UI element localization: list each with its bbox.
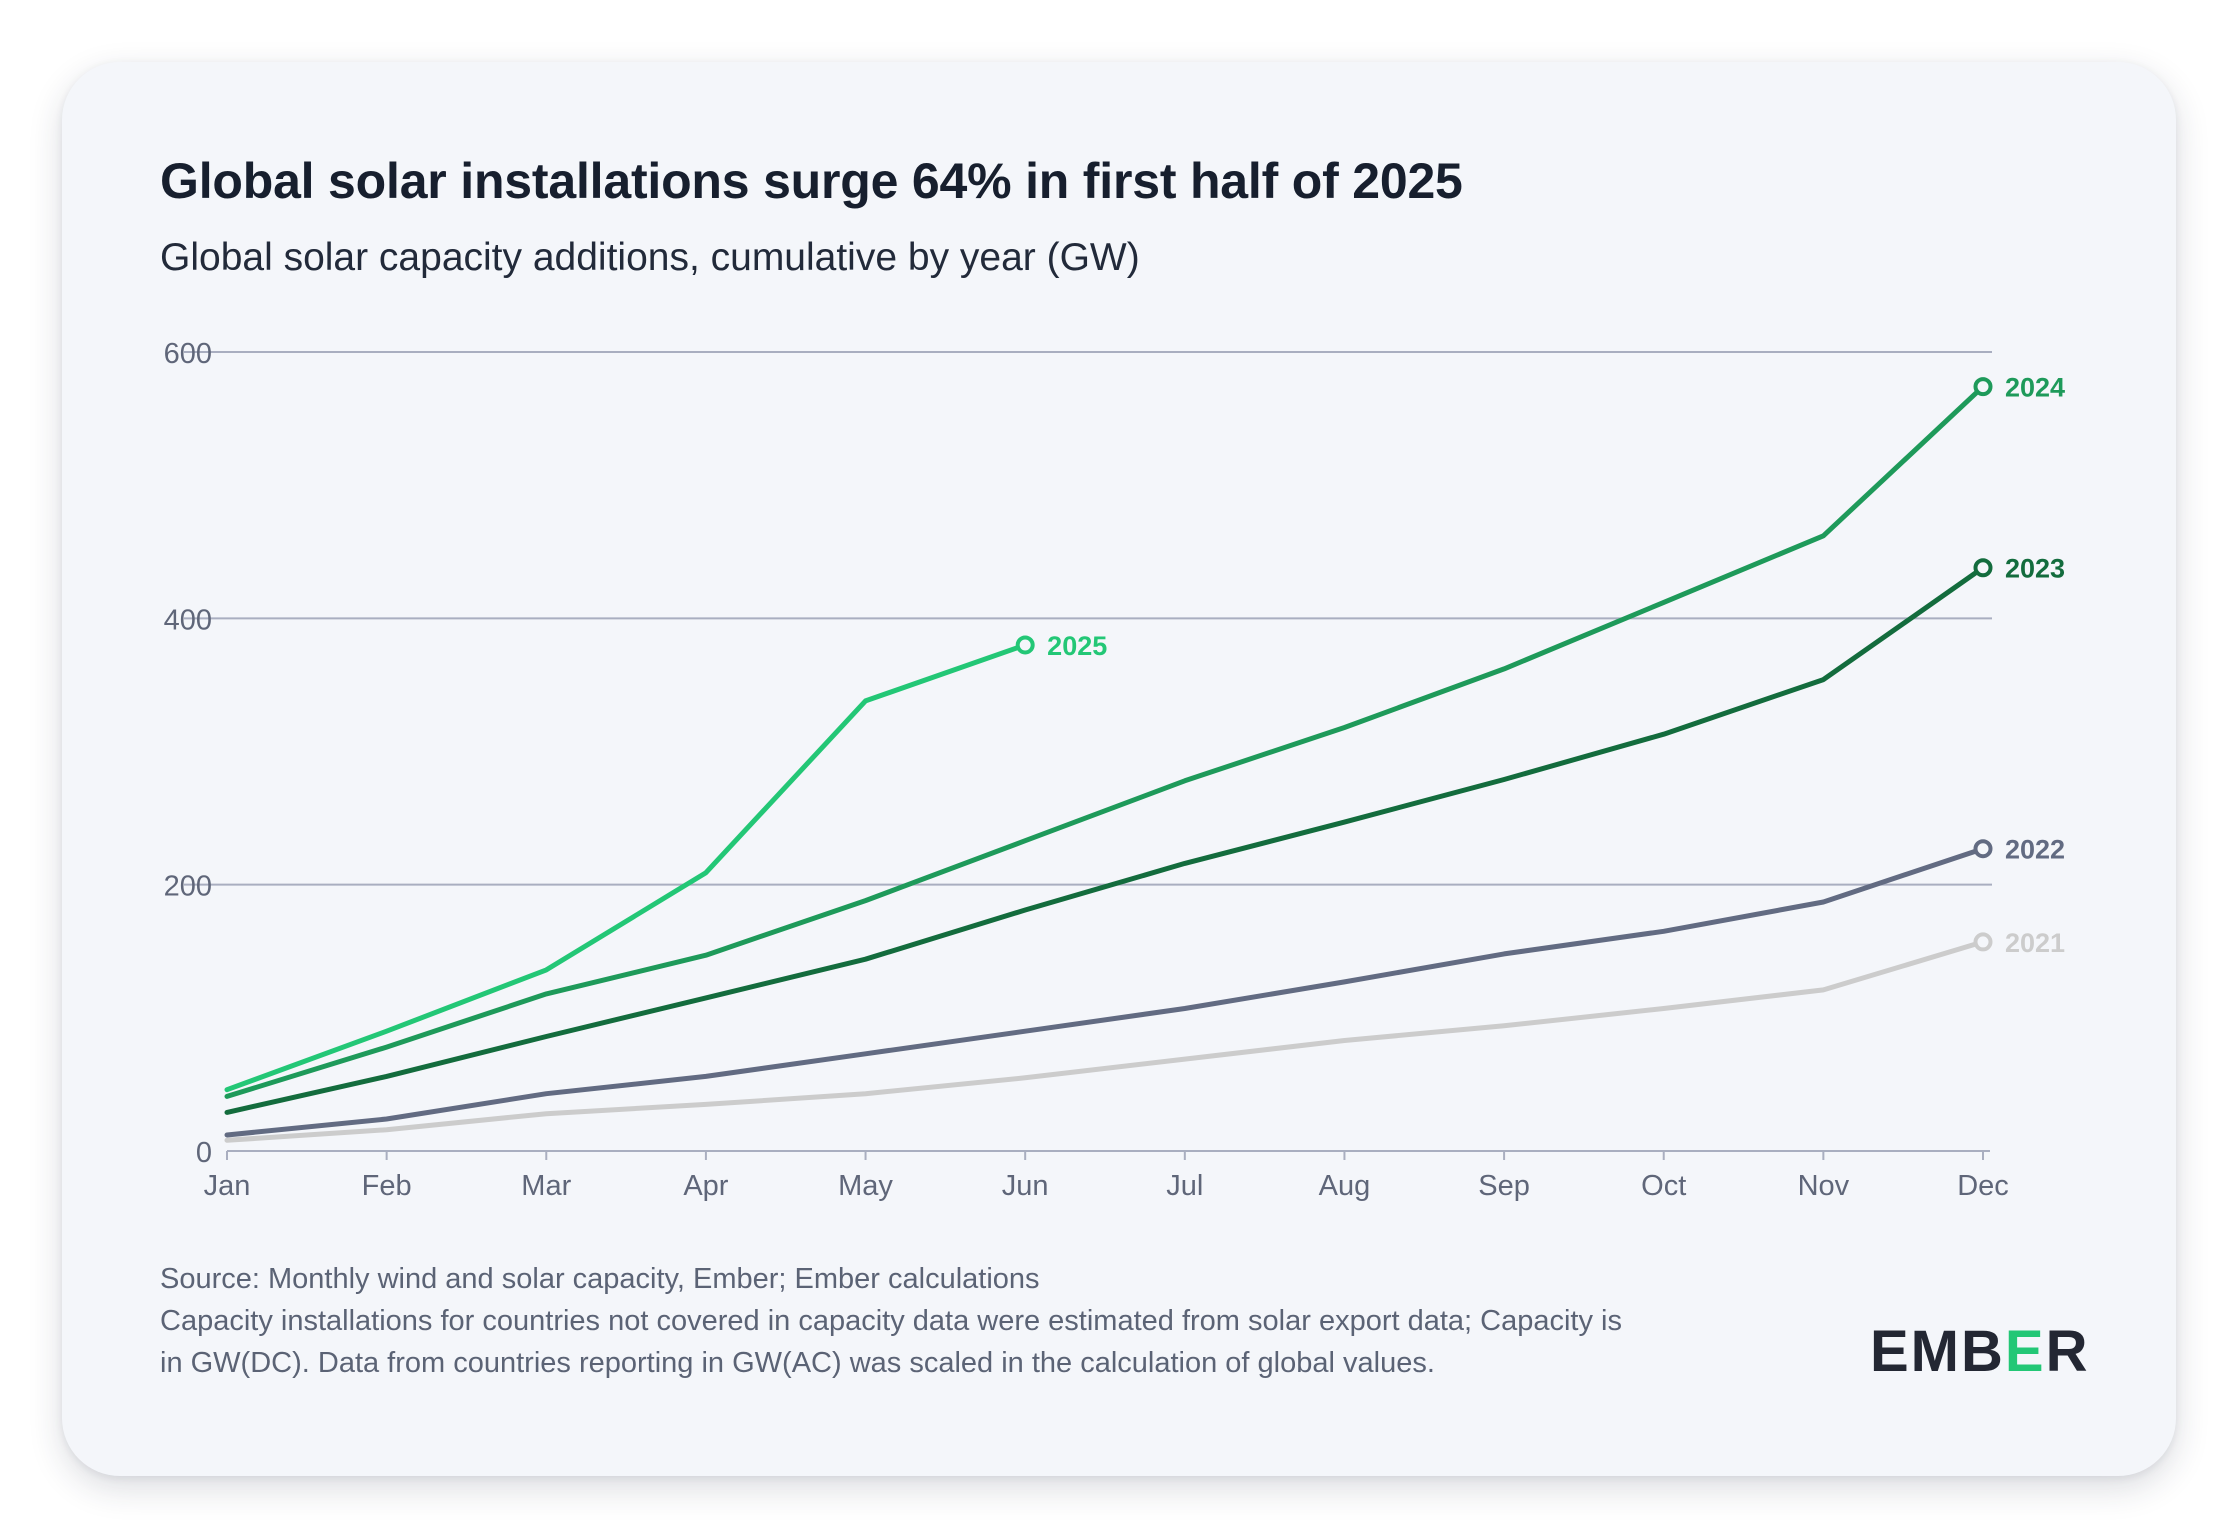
data-point-2023 xyxy=(1822,678,1824,681)
data-point-2024 xyxy=(386,1046,388,1048)
data-point-2024 xyxy=(1343,726,1346,729)
x-tick-label: Mar xyxy=(521,1170,571,1202)
data-point-2023 xyxy=(1663,733,1665,735)
x-tick-label: Nov xyxy=(1798,1170,1850,1202)
chart-card xyxy=(62,62,2176,1476)
y-tick-label: 0 xyxy=(196,1137,212,1169)
end-marker-2023 xyxy=(1973,558,1993,578)
y-tick-label: 400 xyxy=(164,604,212,636)
end-marker-2022 xyxy=(1973,839,1993,859)
data-point-2024 xyxy=(1663,601,1665,603)
data-point-2023 xyxy=(864,958,867,960)
data-point-2024 xyxy=(705,954,707,956)
data-point-2021 xyxy=(1343,1039,1346,1042)
data-point-2025 xyxy=(705,872,707,874)
series-label-2025: 2025 xyxy=(1047,631,1107,661)
data-point-2022 xyxy=(705,1075,707,1078)
series-line-2022 xyxy=(224,846,1986,1138)
x-tick-label: May xyxy=(838,1170,893,1202)
data-point-2023 xyxy=(386,1075,388,1078)
method-note-line-2: in GW(DC). Data from countries reporting… xyxy=(160,1347,1435,1379)
data-point-2023 xyxy=(1503,778,1505,781)
x-tick-label: Sep xyxy=(1478,1170,1530,1202)
data-point-2021 xyxy=(545,1113,547,1115)
series-line-2021 xyxy=(224,939,1986,1143)
series-label-2022: 2022 xyxy=(2005,835,2065,865)
x-tick-label: Jun xyxy=(1002,1170,1049,1202)
data-point-2022 xyxy=(1663,930,1665,932)
x-tick-label: Jan xyxy=(204,1170,251,1202)
data-point-2021 xyxy=(705,1103,707,1105)
data-point-2025 xyxy=(545,969,547,971)
data-point-2021 xyxy=(1663,1007,1665,1010)
data-point-2023 xyxy=(545,1035,547,1038)
chart-notes: Source: Monthly wind and solar capacity,… xyxy=(160,1258,1622,1384)
x-tick-label: Feb xyxy=(362,1170,412,1202)
data-point-2022 xyxy=(545,1093,547,1095)
data-point-2024 xyxy=(545,993,547,995)
data-point-2025 xyxy=(386,1030,388,1032)
data-point-2023 xyxy=(1343,821,1346,823)
end-marker-2021 xyxy=(1973,932,1993,952)
data-point-2021 xyxy=(386,1129,388,1131)
logo-text-right: R xyxy=(2045,1319,2090,1384)
data-point-2023 xyxy=(226,1111,228,1113)
end-marker-2024 xyxy=(1973,377,1993,397)
data-point-2024 xyxy=(226,1095,228,1098)
data-point-2023 xyxy=(1024,909,1026,911)
data-point-2022 xyxy=(386,1118,388,1120)
data-point-2024 xyxy=(864,900,867,902)
series-label-2023: 2023 xyxy=(2005,554,2065,584)
logo-text-left: EMB xyxy=(1870,1319,2005,1384)
chart-subtitle: Global solar capacity additions, cumulat… xyxy=(160,236,1140,279)
source-note: Source: Monthly wind and solar capacity,… xyxy=(160,1263,1040,1295)
method-note-line-1: Capacity installations for countries not… xyxy=(160,1305,1622,1337)
x-tick-label: Dec xyxy=(1957,1170,2009,1202)
data-point-2022 xyxy=(1184,1007,1186,1010)
y-tick-label: 200 xyxy=(164,871,212,903)
data-point-2022 xyxy=(864,1053,867,1055)
series-line-2025 xyxy=(224,642,1028,1093)
series-label-2021: 2021 xyxy=(2005,928,2065,958)
x-tick-label: Apr xyxy=(683,1170,728,1202)
data-point-2024 xyxy=(1024,840,1026,842)
data-point-2022 xyxy=(1822,901,1824,903)
data-point-2023 xyxy=(1184,862,1186,864)
data-point-2021 xyxy=(1184,1058,1186,1060)
data-point-2022 xyxy=(1343,981,1346,983)
data-point-2024 xyxy=(1184,780,1186,782)
logo-accent-e: E xyxy=(2004,1319,2046,1384)
series-line-2023 xyxy=(224,565,1986,1115)
series-label-2024: 2024 xyxy=(2005,373,2065,403)
data-point-2021 xyxy=(1024,1077,1026,1079)
data-point-2022 xyxy=(1503,953,1505,955)
data-point-2021 xyxy=(1822,989,1824,991)
data-point-2021 xyxy=(1503,1025,1505,1027)
x-tick-label: Oct xyxy=(1641,1170,1686,1202)
data-point-2024 xyxy=(1822,535,1824,537)
data-point-2025 xyxy=(226,1089,228,1091)
series-line-2024 xyxy=(224,384,1986,1099)
ember-logo: EMBER xyxy=(1870,1318,2089,1385)
data-point-2021 xyxy=(864,1093,867,1095)
data-point-2022 xyxy=(1024,1030,1026,1032)
data-point-2021 xyxy=(226,1139,228,1141)
x-tick-label: Jul xyxy=(1166,1170,1203,1202)
data-point-2022 xyxy=(226,1134,228,1136)
data-point-2024 xyxy=(1503,668,1505,670)
chart-title: Global solar installations surge 64% in … xyxy=(160,153,1463,209)
end-marker-2025 xyxy=(1015,635,1035,655)
y-tick-label: 600 xyxy=(164,338,212,370)
x-tick-label: Aug xyxy=(1319,1170,1371,1202)
data-point-2023 xyxy=(705,997,707,999)
data-point-2025 xyxy=(864,700,867,702)
